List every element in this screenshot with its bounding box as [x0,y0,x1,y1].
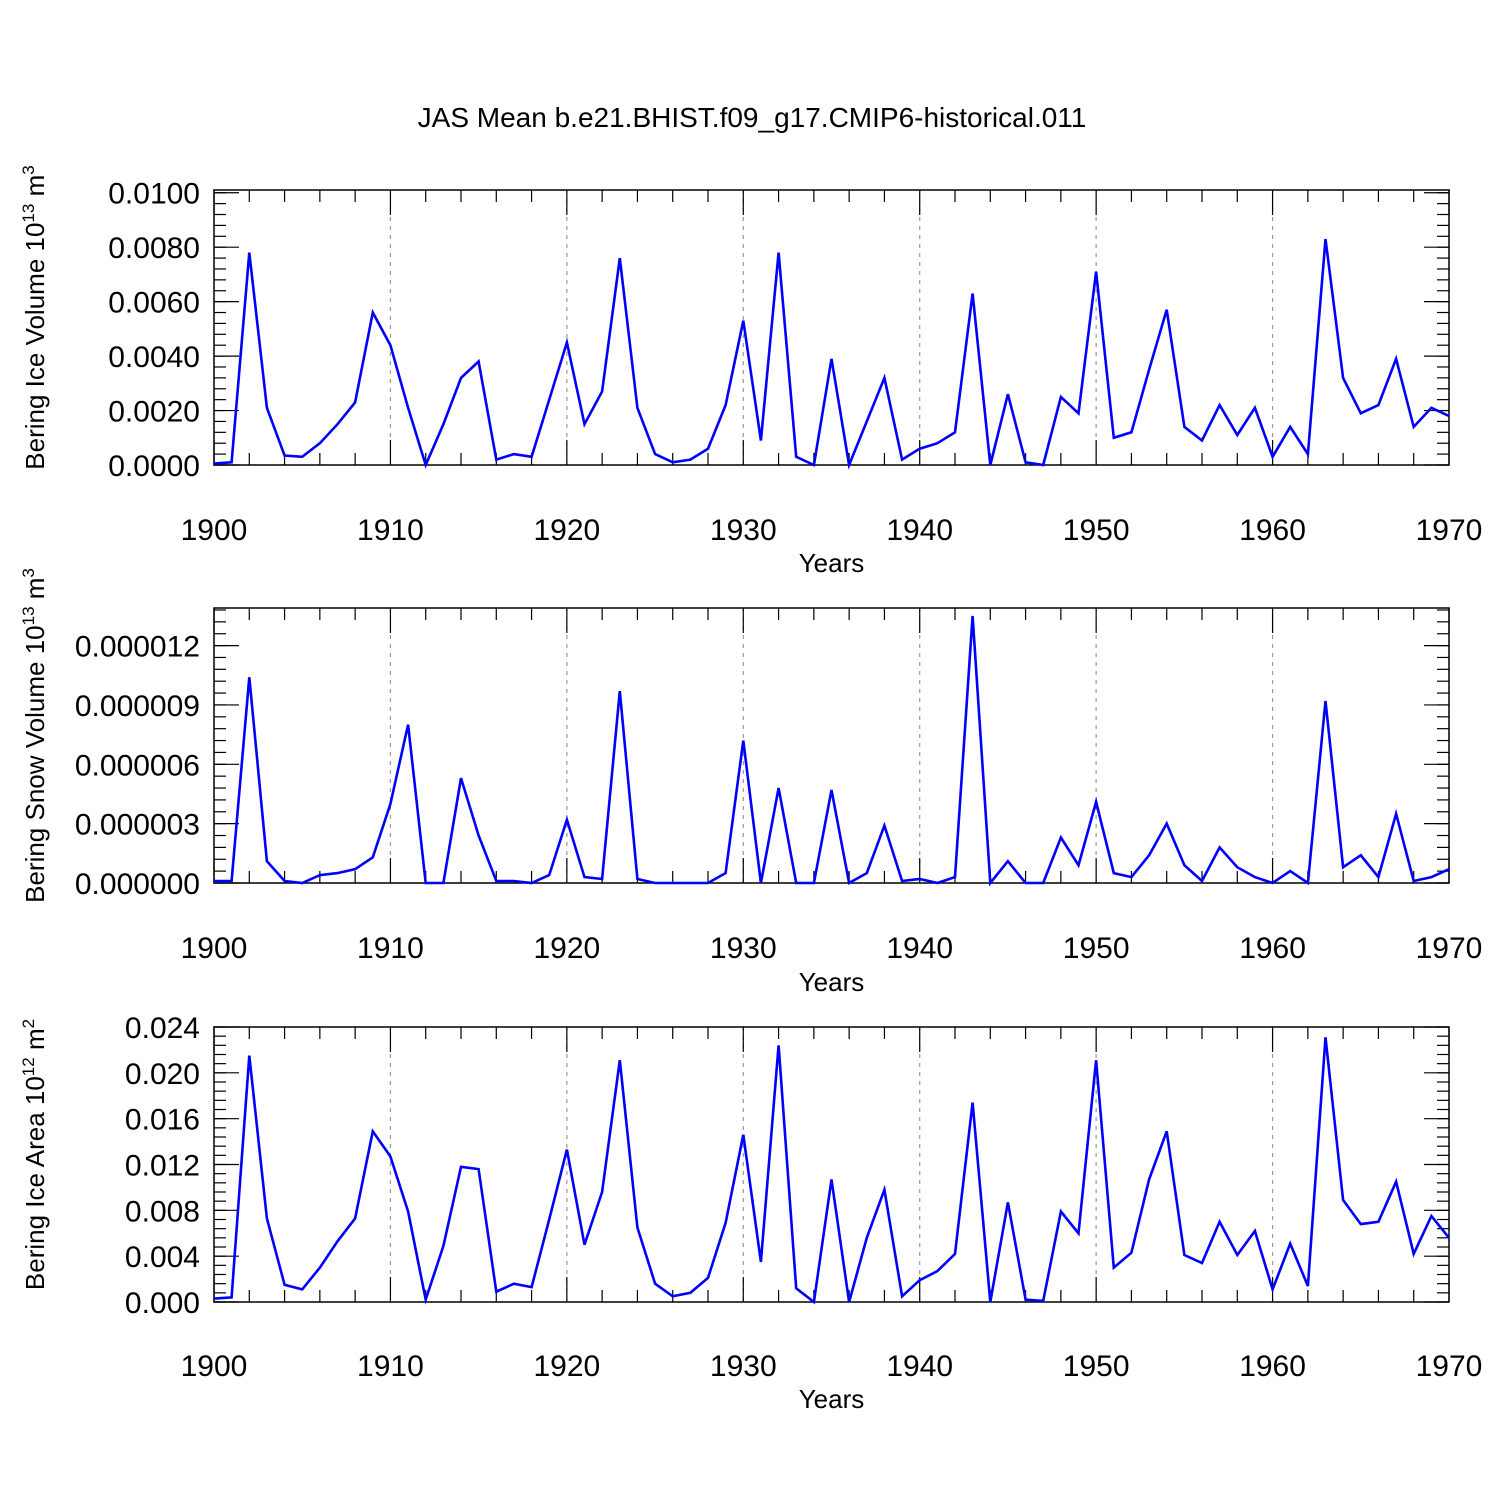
x-tick-label: 1920 [533,1350,600,1383]
x-tick-label: 1950 [1063,514,1130,547]
y-tick-label: 0.0060 [108,287,200,320]
x-tick-label: 1970 [1416,514,1483,547]
y-tick-label: 0.0080 [108,232,200,265]
x-tick-label: 1940 [886,514,953,547]
x-axis-title: Years [799,967,865,997]
x-tick-label: 1930 [710,1350,777,1383]
x-tick-label: 1930 [710,514,777,547]
y-tick-label: 0.012 [125,1150,200,1183]
x-tick-label: 1970 [1416,932,1483,965]
y-axis-title: Bering Snow Volume 1013 m3 [19,568,50,903]
x-tick-label: 1960 [1239,1350,1306,1383]
y-tick-label: 0.0100 [108,178,200,211]
x-tick-label: 1910 [357,1350,424,1383]
y-tick-label: 0.008 [125,1195,200,1228]
y-tick-label: 0.0000 [108,450,200,483]
x-tick-label: 1940 [886,932,953,965]
y-tick-label: 0.016 [125,1104,200,1137]
y-axis-title: Bering Ice Volume 1013 m3 [19,165,50,469]
x-tick-label: 1960 [1239,514,1306,547]
x-tick-label: 1910 [357,514,424,547]
chart-panel-1: 0.0000 0.0020 0.0040 0.0060 0.0080 0.0100 1900… [19,165,1482,578]
x-tick-label: 1900 [181,514,248,547]
series-line [213,1037,1451,1305]
x-tick-label: 1920 [533,932,600,965]
chart-panel-2: 0.000000 0.000003 0.000006 0.000009 0.000012… [19,568,1482,997]
y-tick-label: 0.024 [125,1012,200,1045]
x-tick-label: 1940 [886,1350,953,1383]
plot-frame [213,607,1450,884]
plot-frame [213,189,1450,466]
y-tick-label: 0.004 [125,1241,200,1274]
x-tick-label: 1920 [533,514,600,547]
x-tick-label: 1950 [1063,1350,1130,1383]
y-tick-label: 0.000003 [75,809,200,842]
chart-panel-3: 0.000 0.004 0.008 0.012 0.016 0.020 0.024 1900 1… [19,1012,1482,1414]
y-tick-label: 0.020 [125,1058,200,1091]
y-tick-label: 0.000012 [75,631,200,664]
chart-panels: 0.0000 0.0020 0.0040 0.0060 0.0080 0.0100 1900… [19,165,1482,1414]
y-axis-title: Bering Ice Area 1012 m2 [19,1019,50,1290]
x-tick-label: 1900 [181,1350,248,1383]
chart-title: JAS Mean b.e21.BHIST.f09_g17.CMIP6-histo… [418,102,1087,133]
x-axis-title: Years [799,548,865,578]
x-tick-label: 1930 [710,932,777,965]
y-tick-label: 0.000000 [75,868,200,901]
x-tick-label: 1950 [1063,932,1130,965]
x-tick-label: 1960 [1239,932,1306,965]
y-tick-label: 0.000006 [75,749,200,782]
y-tick-label: 0.000 [125,1287,200,1320]
y-tick-label: 0.0040 [108,341,200,374]
x-tick-label: 1900 [181,932,248,965]
series-line [213,238,1450,470]
y-tick-label: 0.000009 [75,690,200,723]
series-line [214,615,1450,887]
x-tick-label: 1910 [357,932,424,965]
y-tick-label: 0.0020 [108,396,200,429]
x-axis-title: Years [799,1384,865,1414]
x-tick-label: 1970 [1416,1350,1483,1383]
